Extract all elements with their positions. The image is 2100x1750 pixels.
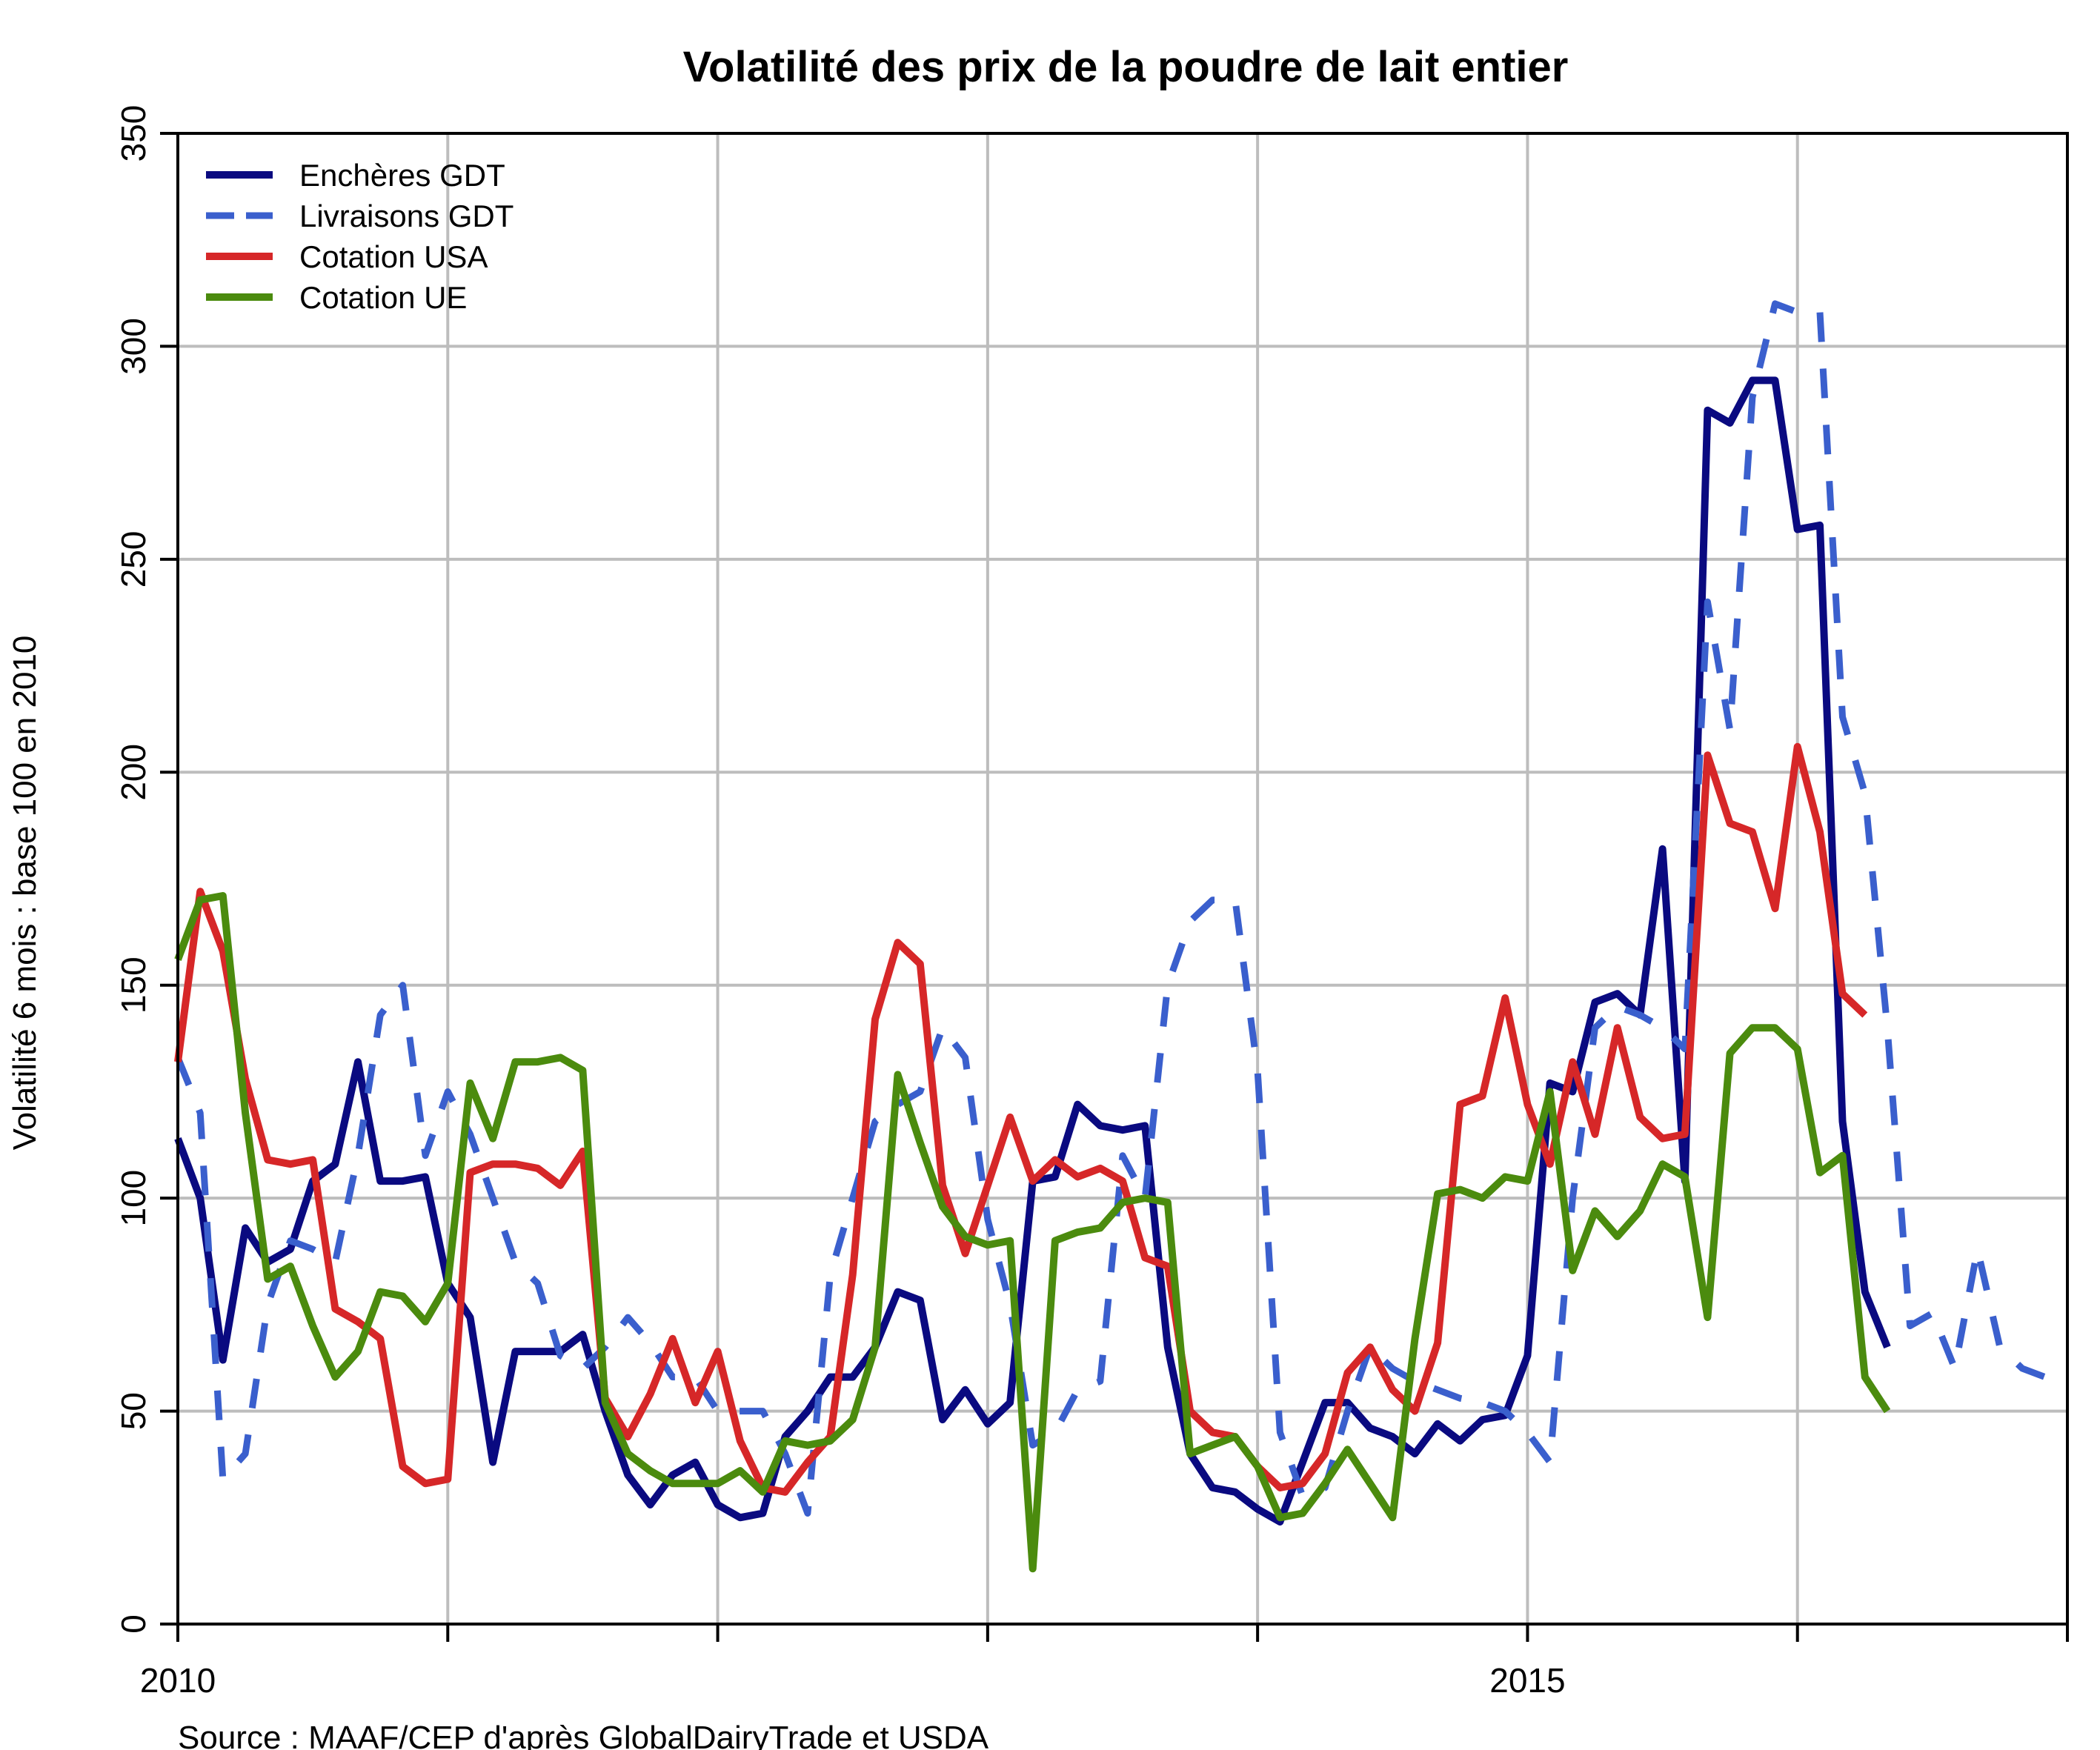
y-tick-label-2: 100 bbox=[114, 1170, 153, 1227]
legend-label-3: Cotation UE bbox=[299, 280, 467, 315]
y-axis-label: Volatilité 6 mois : base 100 en 2010 bbox=[7, 636, 43, 1151]
grid bbox=[176, 132, 2069, 1626]
y-tick-label-1: 50 bbox=[114, 1392, 153, 1430]
y-tick-label-5: 250 bbox=[114, 530, 153, 588]
legend-label-0: Enchères GDT bbox=[299, 158, 505, 193]
y-tick-label-7: 350 bbox=[114, 105, 153, 162]
x-tick-label-5: 2015 bbox=[1489, 1661, 1565, 1700]
y-tick-label-0: 0 bbox=[114, 1614, 153, 1634]
legend-label-2: Cotation USA bbox=[299, 239, 488, 274]
y-tick-label-6: 300 bbox=[114, 318, 153, 375]
chart-title: Volatilité des prix de la poudre de lait… bbox=[683, 43, 1569, 91]
legend: Enchères GDT Livraisons GDT Cotation USA Co… bbox=[206, 158, 514, 315]
series-lines bbox=[174, 300, 2047, 1573]
x-tick-label-0: 2010 bbox=[140, 1661, 216, 1700]
y-axis: 0 50 100 150 200 250 300 350 bbox=[114, 105, 179, 1634]
y-tick-label-3: 150 bbox=[114, 956, 153, 1014]
source-note: Source : MAAF/CEP d'après GlobalDairyTra… bbox=[178, 1720, 989, 1750]
series-line-0 bbox=[174, 376, 1891, 1526]
series-line-2 bbox=[174, 742, 1868, 1496]
legend-label-1: Livraisons GDT bbox=[299, 199, 514, 233]
x-axis: 2010 2015 bbox=[140, 1623, 2069, 1700]
series-line-3 bbox=[174, 892, 1891, 1573]
plot-frame bbox=[176, 132, 2069, 1626]
series-line-1 bbox=[174, 300, 2047, 1517]
y-tick-label-4: 200 bbox=[114, 744, 153, 801]
